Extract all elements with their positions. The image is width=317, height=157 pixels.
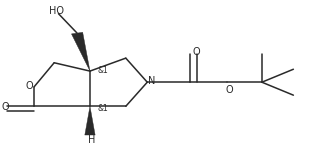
- Polygon shape: [85, 106, 95, 135]
- Text: O: O: [193, 47, 200, 57]
- Polygon shape: [71, 32, 90, 71]
- Text: O: O: [225, 85, 233, 95]
- Text: HO: HO: [49, 6, 64, 16]
- Text: O: O: [26, 81, 34, 91]
- Text: H: H: [88, 135, 95, 145]
- Text: &1: &1: [97, 66, 108, 75]
- Text: O: O: [2, 102, 9, 112]
- Text: N: N: [148, 76, 156, 87]
- Text: &1: &1: [97, 104, 108, 113]
